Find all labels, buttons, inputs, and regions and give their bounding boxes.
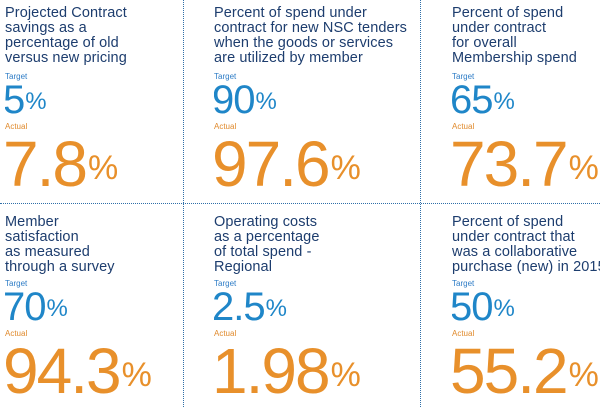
target-label: Target <box>5 279 28 288</box>
target-value: 90% <box>214 78 277 122</box>
metric-card: Percent of spend under contract for new … <box>214 6 418 200</box>
metric-card: Operating costs as a percentage of total… <box>214 215 418 407</box>
metric-card: Percent of spend under contract for over… <box>452 6 600 200</box>
target-percent-sign: % <box>46 295 68 322</box>
actual-value: 94.3% <box>5 339 152 403</box>
target-label: Target <box>214 279 237 288</box>
actual-percent-sign: % <box>568 149 599 187</box>
target-percent-sign: % <box>25 88 46 115</box>
target-value: 2.5% <box>214 285 287 329</box>
target-label: Target <box>452 279 475 288</box>
actual-number: 94.3 <box>5 335 122 407</box>
target-number: 2.5 <box>214 285 266 329</box>
metric-description: Percent of spend under contract for over… <box>452 6 577 66</box>
metric-card: Member satisfaction as measured through … <box>5 215 181 407</box>
metric-card: Percent of spend under contract that was… <box>452 215 600 407</box>
actual-label: Actual <box>452 329 475 338</box>
target-number: 65 <box>452 78 493 122</box>
actual-label: Actual <box>214 122 237 131</box>
actual-percent-sign: % <box>330 149 361 187</box>
metric-description: Projected Contract savings as a percenta… <box>5 6 127 66</box>
actual-label: Actual <box>452 122 475 131</box>
target-label: Target <box>214 72 237 81</box>
actual-number: 1.98 <box>214 335 331 407</box>
target-percent-sign: % <box>255 88 277 115</box>
actual-number: 97.6 <box>214 128 331 200</box>
metric-card: Projected Contract savings as a percenta… <box>5 6 181 200</box>
actual-number: 73.7 <box>452 128 569 200</box>
actual-percent-sign: % <box>568 356 599 394</box>
actual-number: 7.8 <box>5 128 88 200</box>
target-percent-sign: % <box>493 295 515 322</box>
actual-percent-sign: % <box>87 149 119 187</box>
actual-number: 55.2 <box>452 335 569 407</box>
target-value: 65% <box>452 78 515 122</box>
row-divider <box>0 203 600 204</box>
target-label: Target <box>5 72 28 81</box>
actual-value: 7.8% <box>5 132 119 196</box>
target-percent-sign: % <box>493 88 515 115</box>
metric-description: Percent of spend under contract for new … <box>214 6 407 66</box>
metric-description: Operating costs as a percentage of total… <box>214 215 320 275</box>
actual-label: Actual <box>5 122 28 131</box>
actual-label: Actual <box>214 329 237 338</box>
actual-label: Actual <box>5 329 28 338</box>
metric-description: Member satisfaction as measured through … <box>5 215 115 275</box>
actual-value: 55.2% <box>452 339 599 403</box>
target-value: 5% <box>5 78 47 122</box>
target-value: 50% <box>452 285 515 329</box>
metric-description: Percent of spend under contract that was… <box>452 215 600 275</box>
actual-percent-sign: % <box>121 356 152 394</box>
target-number: 70 <box>5 285 46 329</box>
target-number: 90 <box>214 78 255 122</box>
target-number: 50 <box>452 285 493 329</box>
actual-value: 73.7% <box>452 132 599 196</box>
target-label: Target <box>452 72 475 81</box>
target-percent-sign: % <box>265 295 287 322</box>
actual-value: 97.6% <box>214 132 361 196</box>
target-number: 5 <box>5 78 25 122</box>
actual-percent-sign: % <box>330 356 361 394</box>
actual-value: 1.98% <box>214 339 361 403</box>
target-value: 70% <box>5 285 68 329</box>
